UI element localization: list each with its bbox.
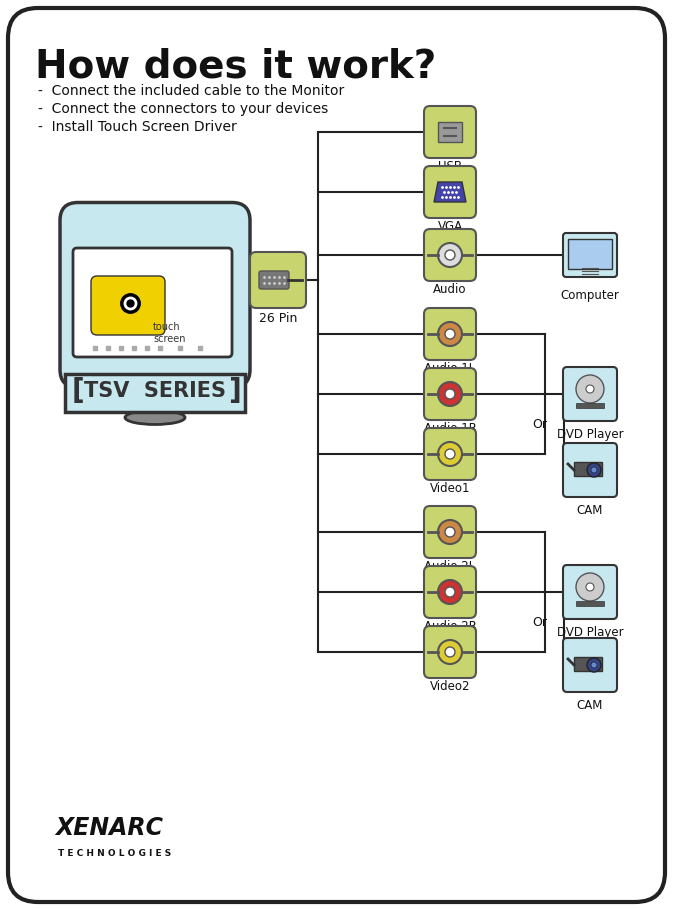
FancyBboxPatch shape (424, 566, 476, 618)
Text: DVD Player: DVD Player (557, 428, 623, 441)
Text: CAM: CAM (577, 699, 603, 712)
FancyBboxPatch shape (424, 308, 476, 360)
Circle shape (445, 250, 455, 260)
Circle shape (587, 463, 601, 477)
Text: -  Install Touch Screen Driver: - Install Touch Screen Driver (38, 120, 237, 134)
FancyBboxPatch shape (424, 166, 476, 218)
Circle shape (438, 382, 462, 406)
Bar (568, 239, 612, 269)
Circle shape (445, 449, 455, 459)
FancyBboxPatch shape (424, 106, 476, 158)
Text: ]: ] (228, 377, 241, 405)
Circle shape (591, 467, 597, 473)
Circle shape (586, 583, 594, 591)
FancyBboxPatch shape (563, 565, 617, 619)
Text: VGA: VGA (437, 220, 462, 233)
FancyBboxPatch shape (73, 248, 232, 357)
Circle shape (445, 527, 455, 537)
Circle shape (438, 580, 462, 604)
Text: TSV  SERIES: TSV SERIES (84, 381, 226, 401)
Text: USB: USB (438, 160, 462, 173)
Text: How does it work?: How does it work? (35, 48, 436, 86)
Text: Audio 1L: Audio 1L (425, 362, 476, 375)
Bar (574, 462, 602, 476)
Circle shape (438, 322, 462, 346)
FancyBboxPatch shape (250, 252, 306, 308)
FancyBboxPatch shape (259, 271, 289, 289)
FancyBboxPatch shape (91, 276, 165, 335)
Circle shape (438, 243, 462, 267)
FancyBboxPatch shape (424, 626, 476, 678)
Circle shape (576, 375, 604, 403)
Circle shape (445, 587, 455, 597)
Text: 26 Pin: 26 Pin (259, 312, 297, 325)
FancyBboxPatch shape (563, 443, 617, 497)
Bar (574, 657, 602, 671)
FancyBboxPatch shape (8, 8, 665, 902)
FancyBboxPatch shape (563, 233, 617, 277)
Text: DVD Player: DVD Player (557, 626, 623, 639)
Bar (576, 403, 604, 408)
FancyBboxPatch shape (424, 229, 476, 281)
Circle shape (445, 329, 455, 339)
Text: XENARC: XENARC (55, 816, 163, 840)
Text: Audio 1R: Audio 1R (423, 422, 476, 435)
Text: Or: Or (532, 615, 547, 629)
FancyBboxPatch shape (563, 638, 617, 692)
Text: T E C H N O L O G I E S: T E C H N O L O G I E S (58, 849, 171, 858)
Text: Computer: Computer (561, 289, 619, 302)
Text: [: [ (72, 377, 85, 405)
Circle shape (576, 573, 604, 601)
Text: Or: Or (532, 418, 547, 430)
Text: Video2: Video2 (430, 680, 470, 693)
FancyBboxPatch shape (65, 374, 245, 412)
FancyBboxPatch shape (563, 367, 617, 421)
FancyBboxPatch shape (424, 368, 476, 420)
Circle shape (591, 662, 597, 668)
Circle shape (438, 442, 462, 466)
Text: CAM: CAM (577, 504, 603, 517)
Circle shape (586, 385, 594, 393)
FancyBboxPatch shape (60, 203, 250, 388)
Circle shape (445, 389, 455, 399)
Ellipse shape (125, 410, 185, 424)
Circle shape (445, 647, 455, 657)
Circle shape (438, 520, 462, 544)
Text: Audio 2L: Audio 2L (425, 560, 476, 573)
Bar (576, 601, 604, 606)
Text: Audio 2R: Audio 2R (423, 620, 476, 633)
Text: -  Connect the connectors to your devices: - Connect the connectors to your devices (38, 102, 328, 116)
FancyBboxPatch shape (424, 428, 476, 480)
Text: -  Connect the included cable to the Monitor: - Connect the included cable to the Moni… (38, 84, 345, 98)
Circle shape (587, 658, 601, 672)
Circle shape (438, 640, 462, 664)
Text: Audio: Audio (433, 283, 467, 296)
Bar (438, 122, 462, 142)
Text: touch
screen: touch screen (153, 322, 186, 344)
Text: Video1: Video1 (430, 482, 470, 495)
Polygon shape (434, 182, 466, 202)
FancyBboxPatch shape (424, 506, 476, 558)
